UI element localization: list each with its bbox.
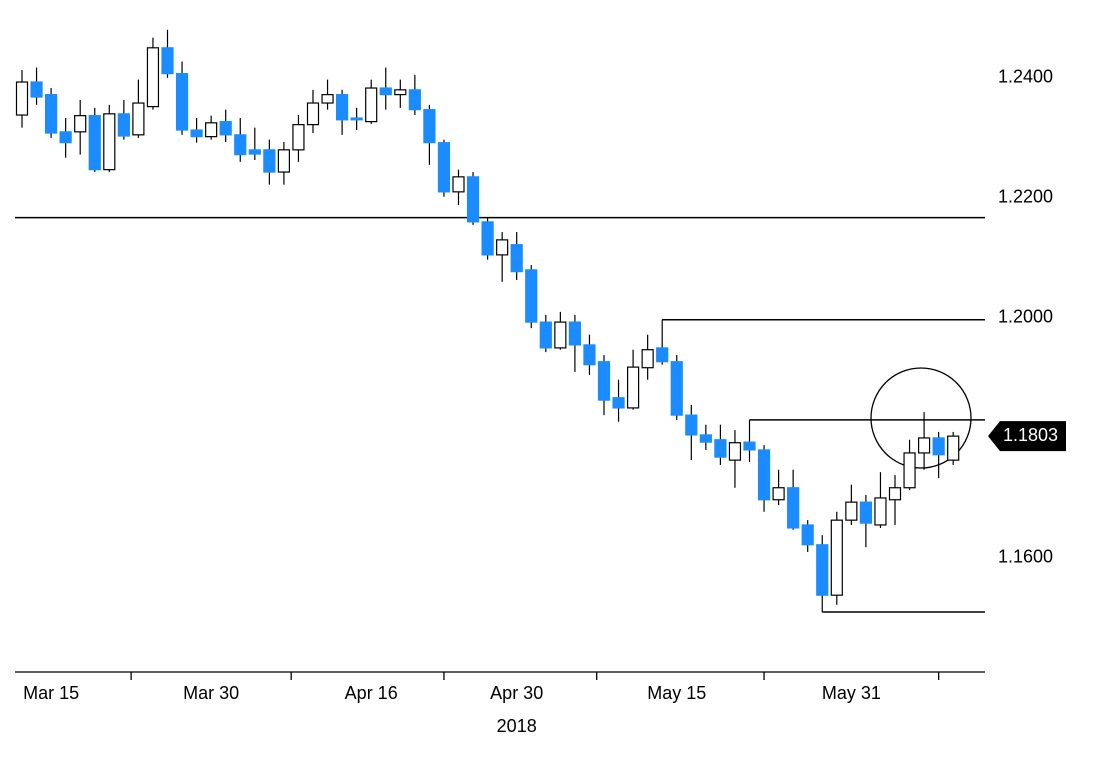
candle-body — [859, 501, 873, 524]
candle-body — [74, 115, 87, 133]
x-tick-label: May 15 — [647, 683, 706, 703]
x-tick-label: Mar 30 — [183, 683, 239, 703]
candle-body — [452, 176, 465, 193]
candle-body — [539, 321, 552, 349]
candle-body — [88, 115, 101, 171]
candle-body — [656, 347, 669, 363]
candle-body — [917, 437, 931, 454]
candle-body — [44, 94, 58, 134]
candle-body — [554, 321, 567, 349]
candle-body — [132, 102, 145, 136]
candle-body — [30, 81, 43, 98]
x-tick-label: Mar 15 — [23, 683, 79, 703]
last-price-label: 1.1803 — [1003, 425, 1058, 445]
candle-body — [292, 124, 305, 151]
candle-body — [481, 221, 494, 256]
candle-body — [350, 117, 363, 121]
candle-body — [626, 366, 640, 409]
candle-body — [205, 122, 218, 138]
candle-body — [699, 434, 712, 443]
candle-body — [597, 361, 611, 401]
candle-body — [932, 437, 945, 456]
candle-body — [234, 134, 247, 156]
candle-body — [772, 487, 785, 501]
x-tick-label: Apr 16 — [345, 683, 398, 703]
candle-body — [612, 397, 625, 409]
candle-body — [277, 149, 290, 173]
candle-body — [263, 149, 276, 173]
candle-body — [525, 269, 538, 323]
candle-body — [496, 239, 509, 256]
candle-body — [161, 47, 174, 75]
candle-body — [365, 87, 378, 123]
candle-body — [816, 544, 829, 596]
candle-body — [336, 94, 349, 121]
candle-body — [175, 73, 189, 131]
candle-body — [641, 349, 654, 369]
candle-body — [408, 89, 421, 111]
candle-body — [219, 121, 232, 136]
candle-body — [583, 344, 596, 366]
last-price-tag — [988, 421, 1066, 452]
candle-body — [947, 435, 960, 461]
candle-body — [903, 452, 916, 489]
y-tick-label: 1.2400 — [998, 67, 1053, 87]
candle-body — [787, 487, 800, 529]
candle-body — [146, 47, 160, 108]
y-tick-label: 1.2200 — [998, 187, 1053, 207]
candle-body — [466, 176, 480, 223]
x-axis-label: 2018 — [497, 716, 537, 736]
candle-body — [306, 102, 320, 126]
candle-body — [874, 497, 887, 526]
x-tick-label: Apr 30 — [490, 683, 543, 703]
candle-body — [437, 142, 451, 193]
candle-body — [117, 113, 130, 137]
x-tick-label: May 31 — [822, 683, 881, 703]
candle-body — [248, 149, 261, 155]
candle-body — [103, 113, 116, 171]
candle-body — [685, 414, 698, 436]
candle-body — [670, 361, 683, 416]
candle-body — [743, 441, 756, 451]
candle-body — [190, 129, 203, 138]
candle-body — [728, 442, 742, 461]
candle-body — [59, 131, 72, 144]
candle-body — [394, 89, 407, 96]
candle-body — [845, 501, 858, 521]
y-tick-label: 1.2000 — [998, 307, 1053, 327]
candle-body — [423, 109, 436, 144]
candle-body — [757, 449, 771, 501]
highlight-circle — [870, 367, 972, 469]
candle-body — [888, 487, 902, 501]
candle-body — [510, 244, 523, 273]
candle-body — [568, 321, 582, 346]
candle-body — [15, 81, 29, 116]
candle-body — [830, 519, 843, 596]
candle-body — [321, 94, 334, 104]
candle-body — [801, 524, 814, 546]
y-tick-label: 1.1600 — [998, 547, 1053, 567]
candle-body — [714, 439, 727, 458]
candle-body — [379, 87, 392, 96]
